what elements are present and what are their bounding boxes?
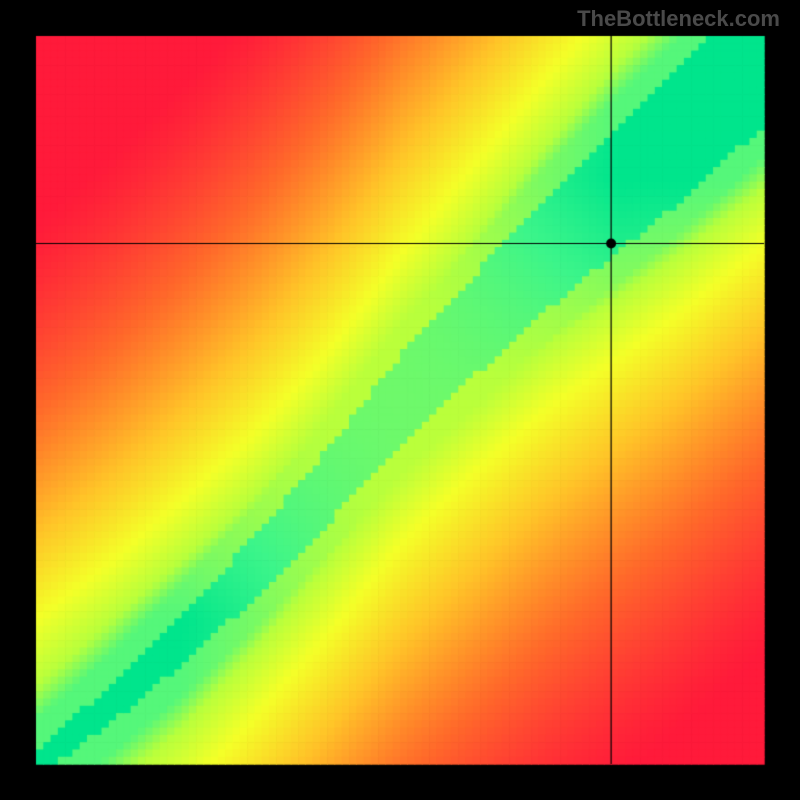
chart-container: TheBottleneck.com (0, 0, 800, 800)
heatmap-canvas (0, 0, 800, 800)
watermark-text: TheBottleneck.com (577, 6, 780, 32)
